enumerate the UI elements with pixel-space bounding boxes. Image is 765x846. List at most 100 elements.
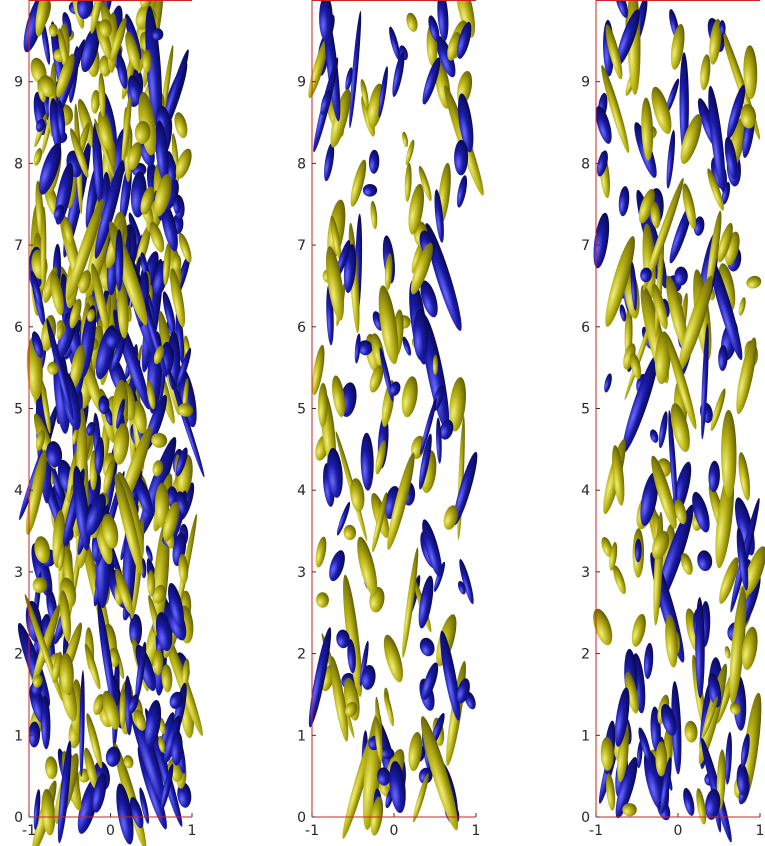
positive-structure <box>175 148 192 179</box>
positive-structure <box>638 188 655 224</box>
negative-structure <box>137 745 167 830</box>
negative-structure <box>378 66 388 118</box>
negative-structure <box>362 183 378 197</box>
positive-structure <box>154 482 170 528</box>
positive-structure <box>182 658 190 689</box>
y-tick-label: 1 <box>581 728 590 744</box>
positive-structure <box>101 513 119 549</box>
positive-structure <box>670 23 685 70</box>
y-tick-label: 1 <box>297 728 306 744</box>
positive-structure <box>35 0 50 37</box>
negative-structure <box>79 670 85 777</box>
positive-structure <box>58 28 69 70</box>
positive-structure <box>741 626 758 670</box>
negative-structure <box>595 105 612 144</box>
negative-structure <box>643 749 665 810</box>
negative-structure <box>614 687 630 747</box>
negative-structure <box>436 35 456 78</box>
negative-structure <box>129 796 144 829</box>
positive-structure <box>378 285 399 365</box>
y-tick-label: 8 <box>297 156 306 172</box>
negative-structure <box>457 21 472 59</box>
positive-structure <box>666 275 688 351</box>
positive-structure <box>161 664 173 693</box>
positive-structure <box>343 524 357 541</box>
positive-structure <box>402 131 409 148</box>
positive-structure <box>404 162 412 202</box>
positive-structure <box>114 473 143 575</box>
negative-structure <box>320 89 332 116</box>
positive-structure <box>99 19 112 38</box>
positive-structure <box>600 736 614 771</box>
x-tick-label: -1 <box>305 823 319 839</box>
positive-structure <box>86 713 103 769</box>
negative-structure <box>636 740 643 769</box>
negative-structure <box>668 410 678 515</box>
y-tick-label: 0 <box>14 810 23 826</box>
negative-structure <box>437 0 449 42</box>
y-tick-label: 3 <box>581 565 590 581</box>
positive-structure <box>729 588 747 705</box>
negative-structure <box>697 550 713 572</box>
positive-structure <box>738 452 751 501</box>
negative-structure <box>47 456 63 499</box>
positive-structure <box>316 592 329 608</box>
x-tick-label: -1 <box>22 823 36 839</box>
positive-structure <box>102 690 120 730</box>
negative-structure <box>679 52 689 156</box>
negative-structure <box>162 291 176 336</box>
negative-structure <box>640 267 652 283</box>
negative-structure <box>634 538 642 563</box>
positive-structure <box>134 121 151 144</box>
positive-structure <box>383 634 403 683</box>
positive-structure <box>729 702 741 715</box>
positive-structure <box>117 282 129 339</box>
positive-structure <box>149 221 165 253</box>
negative-structure <box>593 212 610 269</box>
positive-structure <box>40 206 47 291</box>
negative-structure <box>727 84 746 140</box>
positive-structure <box>651 86 672 135</box>
positive-structure <box>674 499 687 525</box>
positive-structure <box>121 91 132 166</box>
positive-structure <box>50 271 64 316</box>
negative-structure <box>319 0 333 42</box>
negative-structure <box>124 675 133 736</box>
positive-structure <box>315 536 327 568</box>
negative-structure <box>708 254 743 361</box>
positive-structure <box>740 104 757 129</box>
y-tick-label: 2 <box>297 647 306 663</box>
negative-structure <box>695 597 705 699</box>
positive-structure <box>39 75 56 98</box>
negative-structure <box>176 347 192 388</box>
positive-structure <box>163 501 180 542</box>
positive-structure <box>94 118 115 179</box>
negative-structure <box>719 20 726 35</box>
negative-structure <box>379 347 394 402</box>
positive-structure <box>350 478 365 512</box>
y-tick-label: 4 <box>581 483 590 499</box>
positive-structure <box>142 49 152 73</box>
x-tick-label: 1 <box>472 823 481 839</box>
negative-structure <box>105 746 121 767</box>
negative-structure <box>389 760 406 814</box>
positive-structure <box>115 568 133 615</box>
positive-structure <box>709 18 722 65</box>
negative-structure <box>336 501 351 536</box>
positive-structure <box>41 788 56 836</box>
negative-structure <box>358 340 373 356</box>
negative-structure <box>105 329 122 349</box>
y-tick-label: 7 <box>297 238 306 254</box>
negative-structure <box>658 411 668 449</box>
negative-structure <box>360 432 374 491</box>
positive-structure <box>593 608 613 646</box>
positive-structure <box>630 352 642 379</box>
negative-structure <box>127 75 143 105</box>
positive-structure <box>642 177 684 291</box>
negative-structure <box>456 175 468 208</box>
y-tick-label: 6 <box>297 320 306 336</box>
negative-structure <box>135 641 147 702</box>
